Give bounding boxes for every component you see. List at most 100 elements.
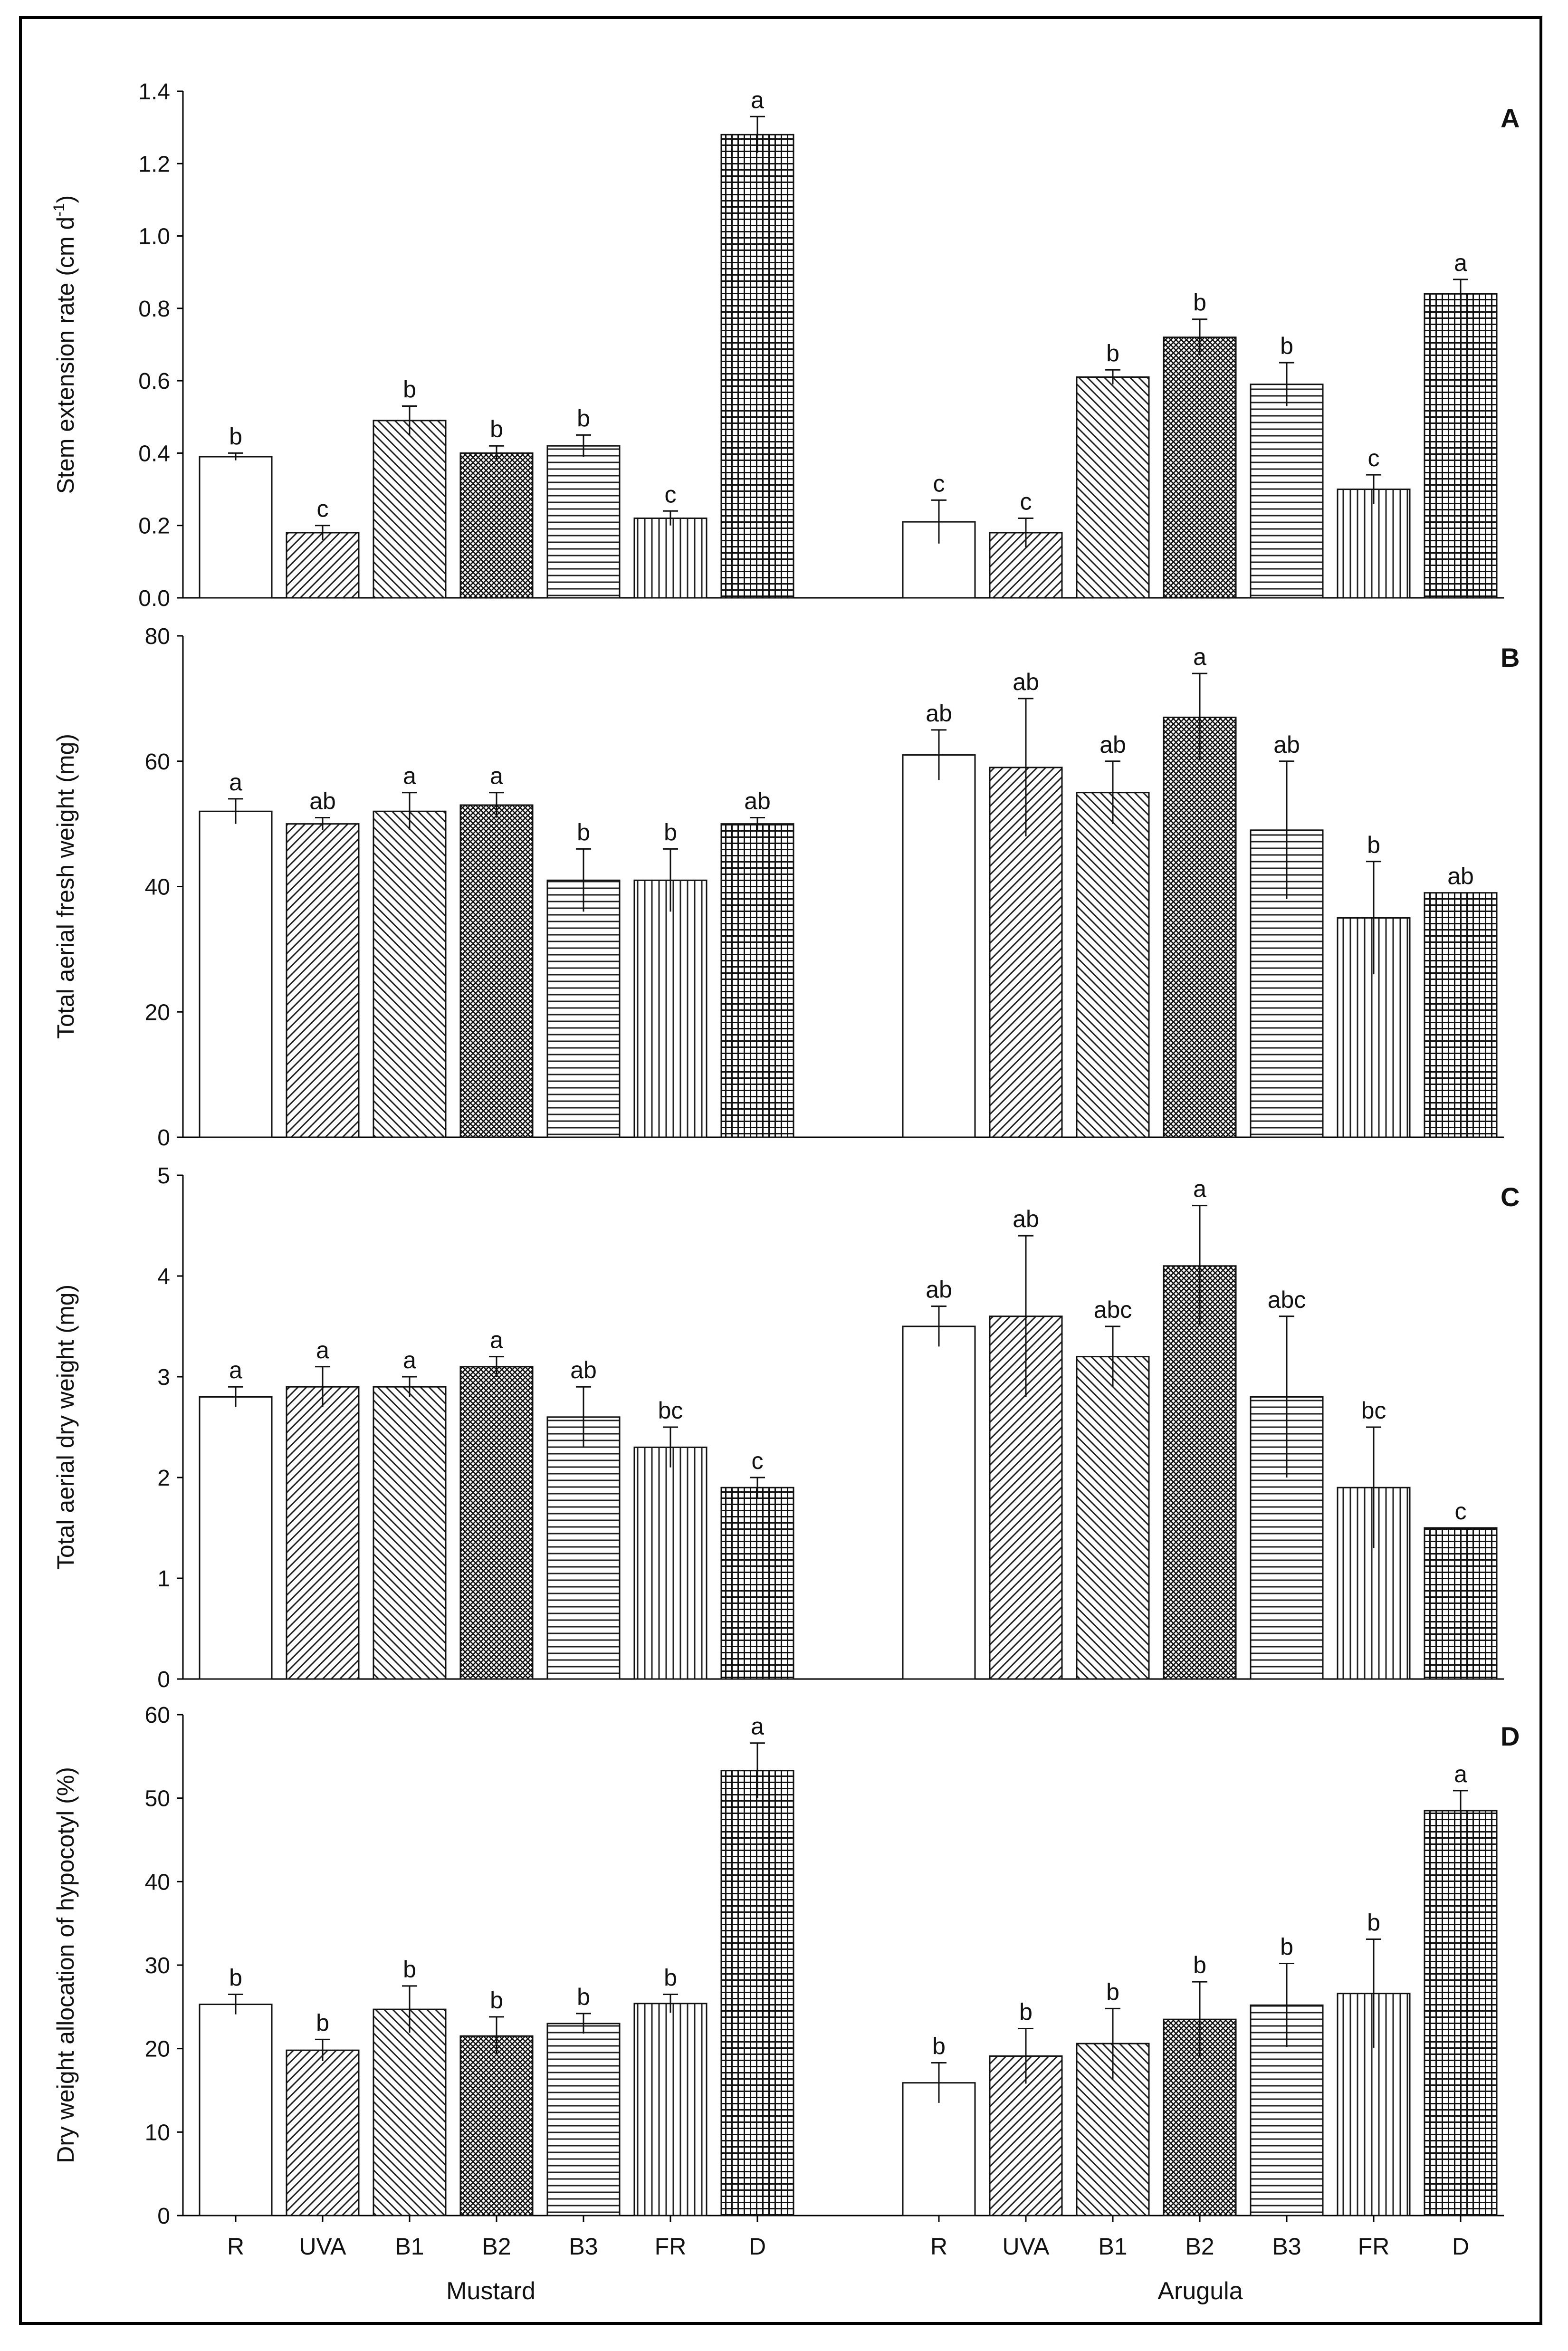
panel-b-mustard-r-bar: [199, 810, 273, 1138]
panel-b-arugula-b3-significance-label: ab: [1273, 731, 1300, 758]
panel-b-ytick-label: 60: [145, 749, 170, 775]
panel-a-arugula-b1-significance-label: b: [1106, 340, 1119, 366]
panel-b-mustard-r-significance-label: a: [229, 769, 242, 796]
panel-b-arugula-r-bar: [902, 754, 976, 1138]
panel-b-mustard-b2-bar: [459, 804, 534, 1138]
panel-b-arugula-uva-significance-label: ab: [1013, 669, 1039, 695]
panel-a-letter: A: [1501, 103, 1520, 133]
panel-c-ytick-label: 1: [157, 1566, 170, 1592]
panel-a-arugula-fr-significance-label: c: [1368, 445, 1380, 471]
panel-b-letter: B: [1501, 643, 1520, 672]
panel-a-mustard-uva-significance-label: c: [317, 496, 329, 522]
panel-d-arugula-r-significance-label: b: [932, 2033, 946, 2060]
panel-a-mustard-d-significance-label: a: [751, 86, 764, 113]
panel-b-mustard-uva-bar: [286, 823, 360, 1138]
x-tick-label-arugula-d: D: [1452, 2233, 1469, 2260]
panel-a-ytick-label: 0.8: [138, 297, 170, 322]
panel-d-ytick-label: 0: [157, 2204, 170, 2229]
panel-c-mustard-d-bar: [720, 1487, 794, 1680]
panel-a-mustard-fr-significance-label: c: [665, 481, 677, 508]
panel-b-ytick-label: 40: [145, 875, 170, 900]
group-label-arugula: Arugula: [1157, 2277, 1243, 2305]
panel-d-letter: D: [1501, 1721, 1520, 1751]
panel-b-mustard-b1-significance-label: a: [403, 763, 416, 789]
group-label-mustard: Mustard: [446, 2277, 535, 2305]
panel-b-mustard-fr-significance-label: b: [664, 819, 677, 845]
panel-a-ylabel: Stem extension rate (cm d-1): [50, 195, 79, 494]
panel-a-arugula-d-bar: [1424, 293, 1498, 599]
panel-d-mustard-uva-bar: [286, 2049, 360, 2217]
panel-a-ytick-label: 1.4: [138, 79, 170, 105]
panel-d-ytick-label: 10: [145, 2120, 170, 2145]
panel-b-arugula-d-significance-label: ab: [1447, 863, 1474, 890]
panel-b-mustard-b3-significance-label: b: [577, 819, 590, 845]
panel-a-mustard-fr-bar: [633, 517, 708, 599]
panel-d-mustard-d-significance-label: a: [751, 1713, 764, 1740]
panel-d-mustard-b1-bar: [373, 2008, 447, 2217]
panel-b-arugula-b2-bar: [1163, 716, 1237, 1138]
panel-a-mustard-b1-bar: [373, 420, 447, 599]
panel-b-ylabel: Total aerial fresh weight (mg): [52, 734, 79, 1039]
panel-a-arugula-fr-bar: [1337, 489, 1411, 599]
panel-d-arugula-fr-significance-label: b: [1367, 1910, 1380, 1936]
panel-c-mustard-b3-significance-label: ab: [570, 1357, 597, 1383]
panel-a-arugula-b3-significance-label: b: [1280, 333, 1293, 359]
panel-c-mustard-d-significance-label: c: [752, 1448, 764, 1474]
panel-b-ytick-label: 20: [145, 1000, 170, 1025]
panel-b-arugula-b1-significance-label: ab: [1100, 731, 1126, 758]
panel-c-arugula-fr-significance-label: bc: [1361, 1397, 1386, 1424]
panel-d-arugula-d-significance-label: a: [1454, 1761, 1467, 1787]
panel-c-mustard-fr-significance-label: bc: [658, 1397, 683, 1424]
panel-d-ytick-label: 20: [145, 2037, 170, 2062]
x-tick-label-mustard-fr: FR: [655, 2233, 687, 2260]
panel-b-mustard-d-bar: [720, 823, 794, 1138]
panel-a-ytick-label: 0.2: [138, 514, 170, 539]
panel-a-mustard-b2-bar: [459, 452, 534, 599]
panel-b-mustard-uva-significance-label: ab: [309, 787, 336, 814]
panel-a-mustard-uva-bar: [286, 532, 360, 599]
panel-c-arugula-b1-bar: [1076, 1356, 1150, 1680]
panel-d-mustard-r-bar: [199, 2004, 273, 2217]
panel-d-mustard-b3-bar: [546, 2023, 621, 2217]
panel-d-mustard-fr-significance-label: b: [664, 1964, 677, 1991]
panel-a-arugula-b3-bar: [1250, 384, 1324, 599]
x-tick-label-mustard-d: D: [749, 2233, 766, 2260]
x-tick-label-mustard-uva: UVA: [299, 2233, 346, 2260]
panel-a-ytick-label: 0.6: [138, 369, 170, 394]
panel-c: 0 1 2 3 4 5 a a a a ab bc c ab ab abc a abc bc c Total aer…: [52, 1163, 1520, 1692]
panel-c-ytick-label: 5: [157, 1163, 170, 1189]
x-tick-label-mustard-b2: B2: [482, 2233, 511, 2260]
panel-a-ytick-label: 0.0: [138, 586, 170, 611]
x-tick-label-mustard-b1: B1: [395, 2233, 424, 2260]
panel-c-arugula-uva-significance-label: ab: [1013, 1206, 1039, 1232]
panel-c-arugula-b2-significance-label: a: [1193, 1176, 1206, 1202]
panel-a-arugula-r-significance-label: c: [933, 470, 945, 497]
panel-a-arugula-b1-bar: [1076, 376, 1150, 599]
panel-d-arugula-b1-significance-label: b: [1106, 1978, 1119, 2005]
panel-c-ytick-label: 2: [157, 1466, 170, 1491]
panel-a-arugula-b2-bar: [1163, 336, 1237, 599]
panel-a-ytick-label: 1.2: [138, 152, 170, 177]
panel-a-mustard-r-significance-label: b: [229, 423, 242, 450]
panel-c-arugula-b2-bar: [1163, 1265, 1237, 1680]
panel-c-ylabel: Total aerial dry weight (mg): [52, 1285, 79, 1570]
panel-d-mustard-b3-significance-label: b: [577, 1984, 590, 2010]
panel-b-mustard-b1-bar: [373, 810, 447, 1138]
panel-d-mustard-b2-bar: [459, 2035, 534, 2217]
panel-c-arugula-d-significance-label: c: [1455, 1498, 1467, 1525]
x-tick-label-arugula-b1: B1: [1098, 2233, 1127, 2260]
panel-a-arugula-uva-significance-label: c: [1020, 488, 1032, 515]
panel-d-mustard-fr-bar: [633, 2003, 708, 2217]
x-tick-label-arugula-r: R: [930, 2233, 947, 2260]
panel-b-arugula-fr-significance-label: b: [1367, 832, 1380, 858]
panel-c-mustard-b1-significance-label: a: [403, 1347, 416, 1373]
x-tick-label-arugula-fr: FR: [1358, 2233, 1390, 2260]
panel-d-ytick-label: 60: [145, 1703, 170, 1728]
panel-c-arugula-b3-significance-label: abc: [1268, 1286, 1306, 1313]
panel-c-mustard-b2-significance-label: a: [490, 1327, 503, 1353]
panel-c-letter: C: [1501, 1182, 1520, 1212]
panel-b-mustard-b2-significance-label: a: [490, 763, 503, 789]
